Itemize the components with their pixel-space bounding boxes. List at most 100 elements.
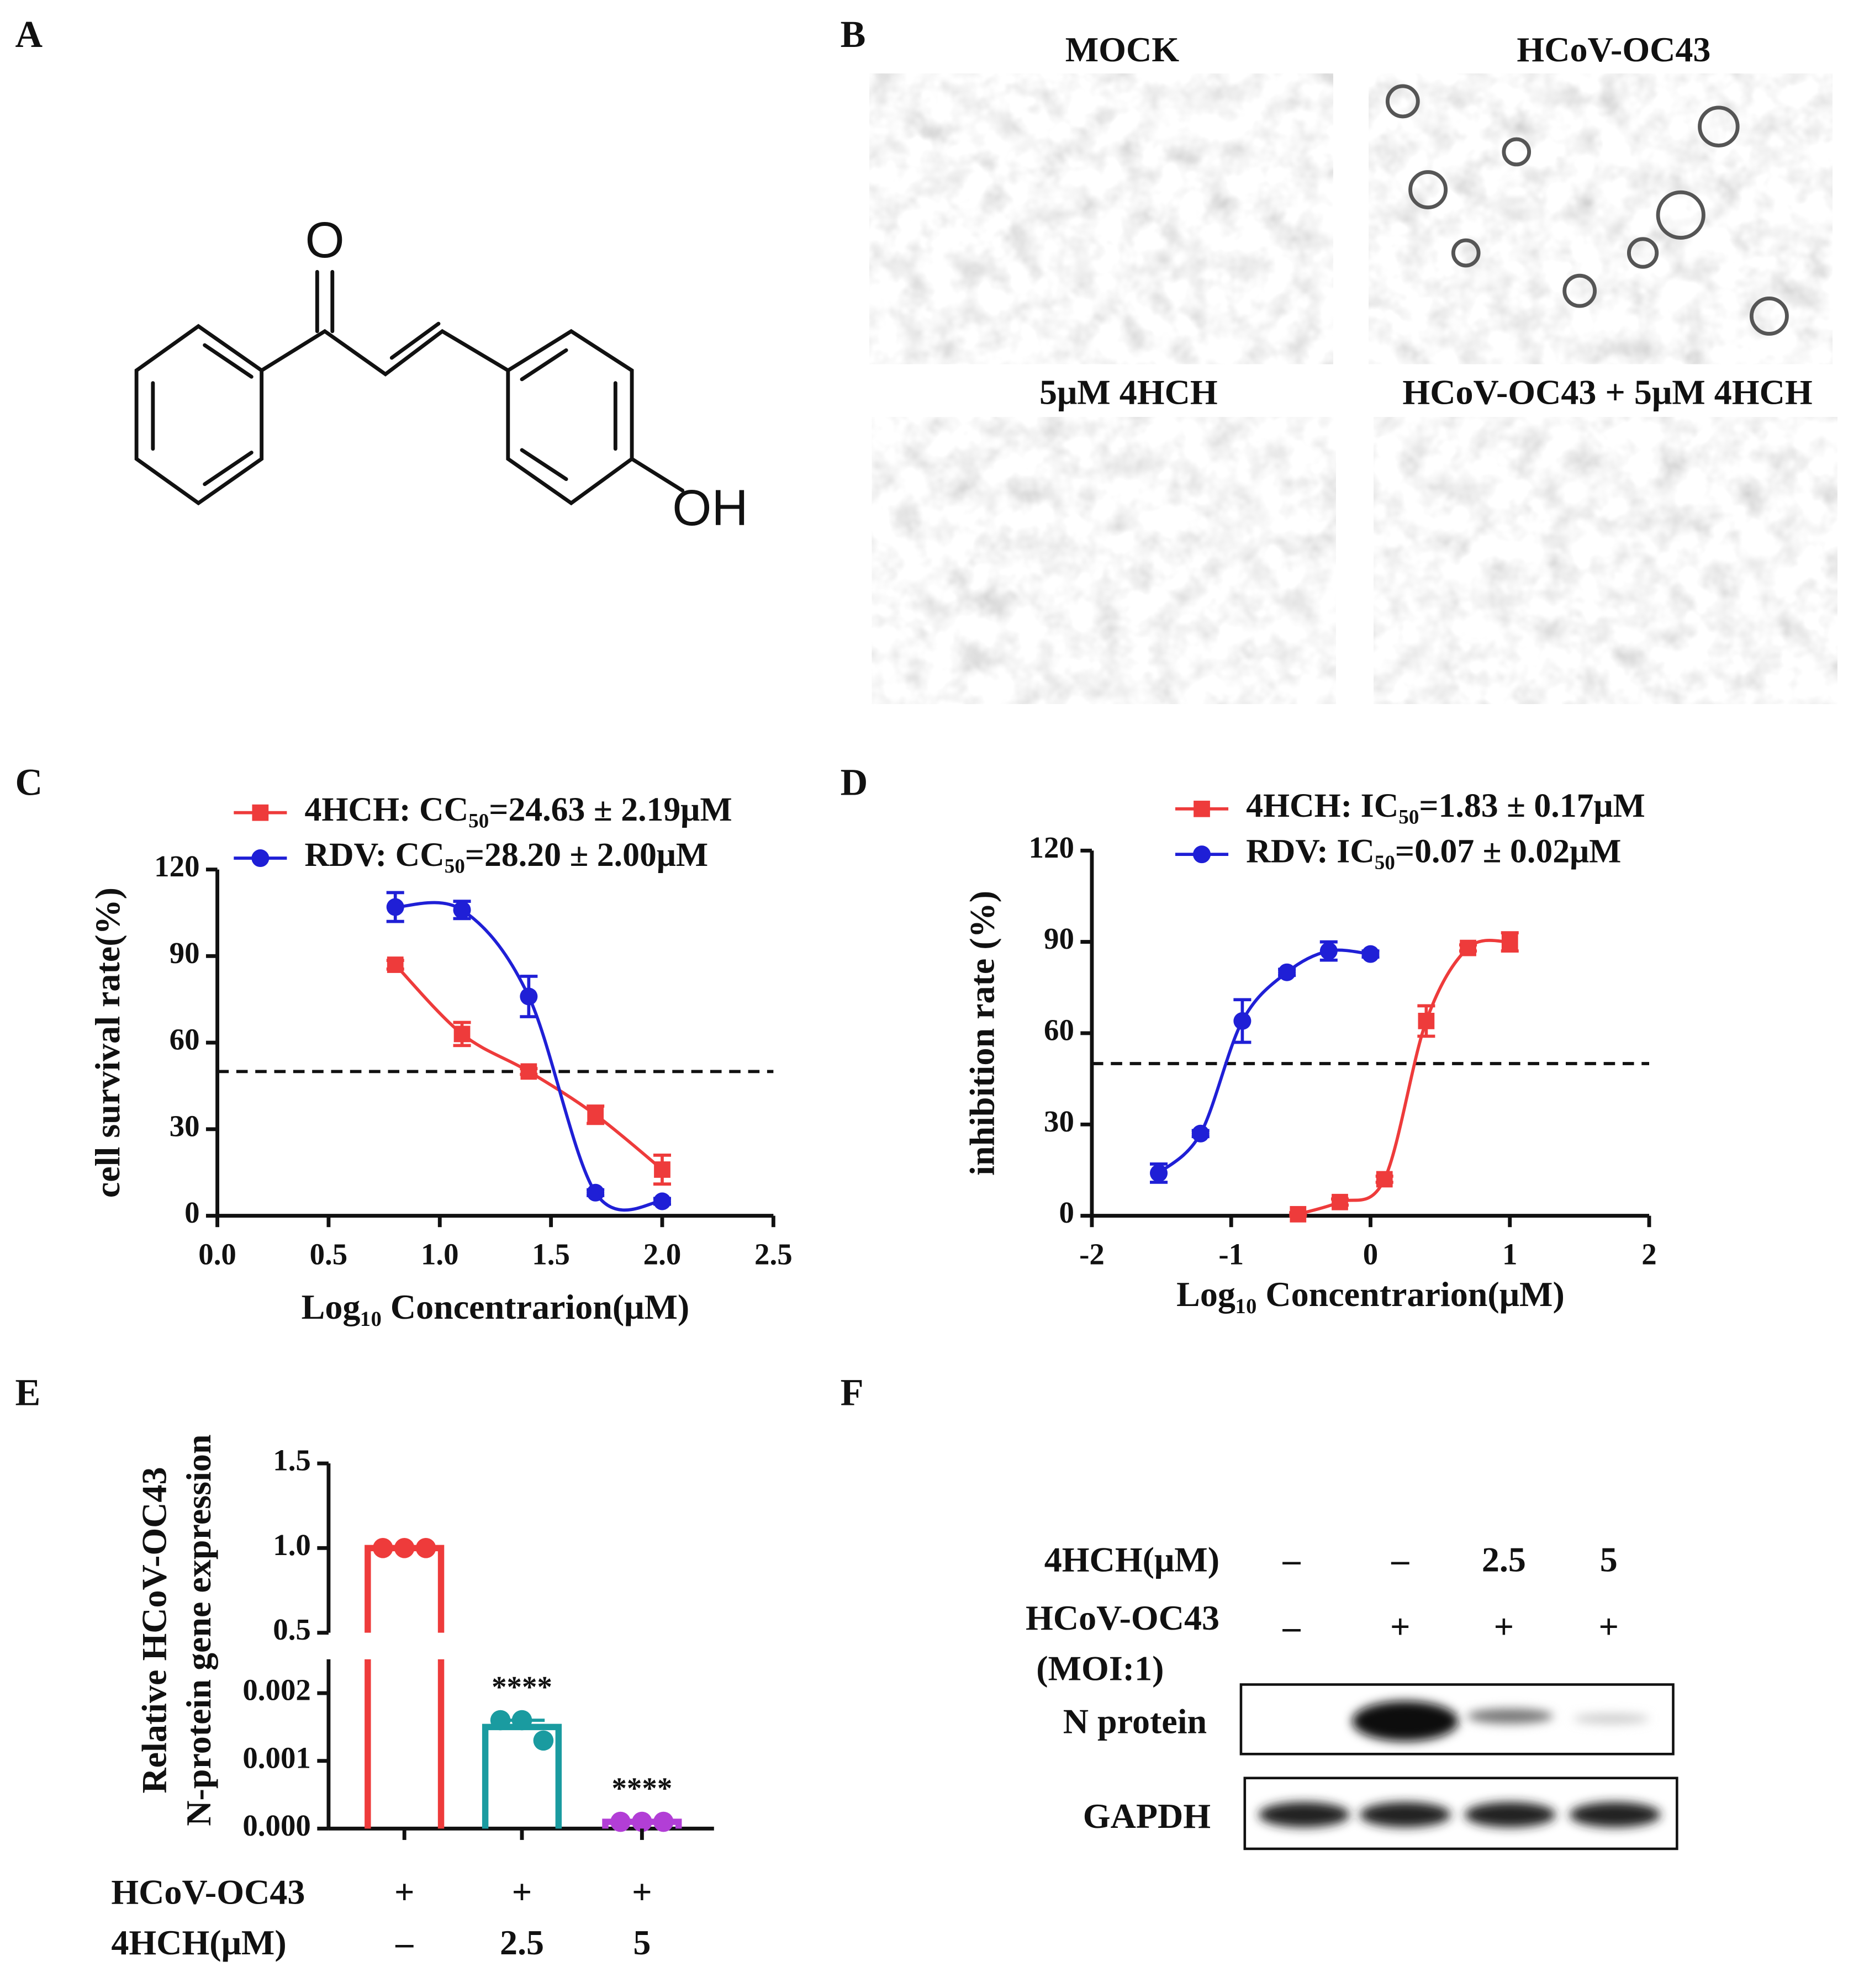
y-axis-label: N-protein gene expression [179, 1434, 218, 1826]
condition: + [632, 1872, 652, 1911]
infected-cells [1385, 84, 1789, 336]
row-label: HCoV-OC43 [1026, 1598, 1219, 1637]
micrograph [869, 73, 1333, 364]
y-tick-label: 1.0 [273, 1528, 311, 1562]
x-tick-label: 0 [1363, 1238, 1378, 1271]
data-point [1361, 945, 1380, 963]
x-tick-label: 1.0 [421, 1238, 459, 1271]
legend-marker [252, 804, 269, 821]
condition: – [1391, 1540, 1409, 1579]
row-label: (MOI:1) [1036, 1648, 1164, 1688]
data-point [632, 1811, 652, 1832]
x-tick-label: 1 [1502, 1238, 1517, 1271]
condition: 5 [633, 1923, 651, 1962]
y-tick-label: 30 [170, 1109, 200, 1143]
y-tick-label: 60 [1044, 1013, 1074, 1047]
data-point [453, 901, 471, 919]
panel-label: D [841, 761, 868, 803]
data-point [386, 898, 404, 916]
y-tick-label: 0.001 [242, 1741, 311, 1774]
legend-label: 4HCH: IC₅₀=1.83 ± 0.17μM [1246, 787, 1645, 824]
y-tick-label: 90 [1044, 922, 1074, 955]
x-tick-label: 2.5 [754, 1238, 793, 1271]
x-tick-label: 0.5 [310, 1238, 348, 1271]
data-point [511, 1710, 532, 1731]
panel-label: A [15, 13, 43, 55]
data-point [520, 987, 538, 1006]
y-axis-label: cell survival rate(%) [88, 887, 127, 1198]
legend-label: 4HCH: CC₅₀=24.63 ± 2.19μM [304, 791, 732, 828]
data-point [653, 1811, 674, 1832]
condition: + [512, 1872, 532, 1911]
micrograph-title: MOCK [1065, 30, 1180, 69]
condition: 5 [1600, 1540, 1618, 1579]
micrograph-title: HCoV-OC43 + 5μM 4HCH [1402, 372, 1812, 411]
y-tick-label: 120 [154, 849, 199, 883]
data-point [1501, 933, 1518, 950]
chemical-structure [134, 269, 685, 506]
condition: + [394, 1872, 415, 1911]
y-tick-label: 0.000 [242, 1809, 311, 1842]
data-point [1376, 1171, 1393, 1188]
y-tick-label: 0.002 [242, 1673, 311, 1707]
y-axis-label: inhibition rate (%) [962, 891, 1001, 1176]
y-tick-label: 120 [1029, 831, 1074, 864]
x-tick-label: -1 [1218, 1238, 1244, 1271]
y-tick-label: 0.5 [273, 1612, 311, 1646]
data-point [654, 1161, 670, 1178]
data-point [394, 1538, 415, 1558]
y-axis-label: Relative HCoV-OC43 [135, 1467, 174, 1794]
data-point [1290, 1206, 1307, 1223]
data-point [1332, 1193, 1348, 1210]
x-axis-label: Log₁₀ Concentrarion(μM) [1176, 1275, 1565, 1314]
atom-label: O [305, 212, 344, 268]
data-point [387, 956, 404, 973]
condition-label: HCoV-OC43 [111, 1872, 305, 1911]
condition-label: 4HCH(μM) [111, 1923, 286, 1962]
y-tick-label: 30 [1044, 1104, 1074, 1138]
micrograph [872, 417, 1336, 704]
legend-label: RDV: IC₅₀=0.07 ± 0.02μM [1246, 832, 1621, 870]
legend-marker [1193, 845, 1211, 864]
data-point [653, 1192, 671, 1210]
panel-label: C [15, 761, 43, 803]
micrograph [1374, 417, 1837, 704]
blot-bands [1258, 1701, 1661, 1828]
data-point [610, 1811, 631, 1832]
legend-marker [1194, 800, 1210, 817]
data-point [490, 1710, 511, 1731]
data-point [1278, 963, 1296, 981]
x-axis-label: Log₁₀ Concentrarion(μM) [302, 1287, 690, 1326]
data-point [1191, 1124, 1210, 1143]
data-point [1319, 942, 1338, 960]
condition: – [1282, 1607, 1301, 1646]
condition: + [1494, 1607, 1514, 1646]
x-tick-label: 0.0 [198, 1238, 236, 1271]
band-label: GAPDH [1083, 1796, 1211, 1836]
band-label: N protein [1063, 1701, 1207, 1741]
significance-label: **** [492, 1670, 552, 1704]
x-tick-label: -2 [1079, 1238, 1105, 1271]
data-point [1418, 1013, 1435, 1029]
data-point [520, 1063, 537, 1080]
legend-label: RDV: CC₅₀=28.20 ± 2.00μM [304, 836, 708, 874]
data-point [453, 1025, 471, 1043]
panel-label: F [841, 1372, 864, 1414]
data-point [415, 1538, 436, 1558]
y-tick-label: 1.5 [273, 1444, 311, 1477]
micrograph [1369, 73, 1833, 364]
micrograph-title: HCoV-OC43 [1517, 30, 1710, 69]
y-tick-label: 0 [1059, 1196, 1074, 1229]
y-tick-label: 60 [170, 1023, 200, 1056]
condition: + [1390, 1607, 1411, 1646]
data-point [1233, 1012, 1252, 1030]
condition: + [1599, 1607, 1619, 1646]
data-point [373, 1538, 393, 1558]
data-point [587, 1106, 604, 1123]
y-tick-label: 0 [184, 1196, 199, 1229]
data-point [1460, 939, 1476, 956]
legend-marker [251, 849, 270, 868]
x-tick-label: 2 [1641, 1238, 1656, 1271]
x-tick-label: 2.0 [643, 1238, 682, 1271]
